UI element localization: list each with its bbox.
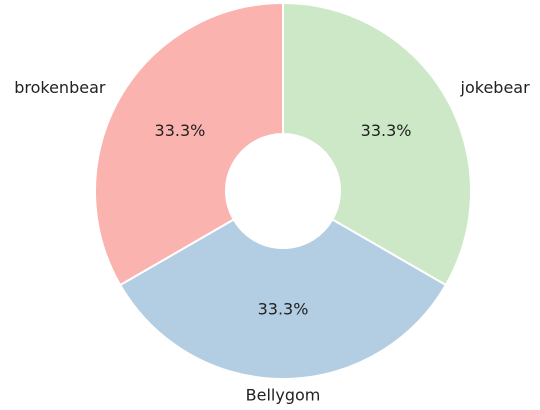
value-label-jokebear: 33.3% xyxy=(361,121,412,140)
slice-jokebear xyxy=(282,1,472,287)
slices-layer xyxy=(94,1,472,380)
slice-brokenbear xyxy=(94,1,284,287)
category-label-brokenbear: brokenbear xyxy=(14,78,106,97)
category-label-bellygom: Bellygom xyxy=(246,386,321,405)
value-label-bellygom: 33.3% xyxy=(258,300,309,319)
slice-bellygom xyxy=(118,218,448,380)
category-label-jokebear: jokebear xyxy=(460,78,531,97)
value-label-brokenbear: 33.3% xyxy=(155,121,206,140)
labels-layer: 33.3% jokebear 33.3% Bellygom 33.3% brokenbea… xyxy=(14,78,530,405)
